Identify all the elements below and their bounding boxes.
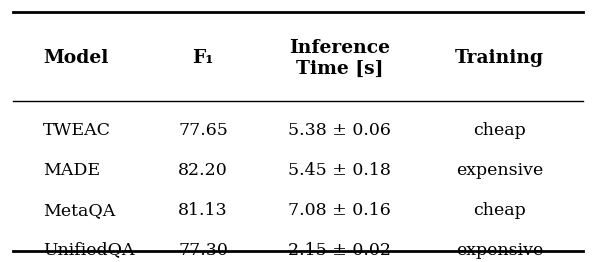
Text: 5.45 ± 0.18: 5.45 ± 0.18 <box>288 162 391 179</box>
Text: 2.15 ± 0.02: 2.15 ± 0.02 <box>288 242 391 259</box>
Text: 77.30: 77.30 <box>178 242 228 259</box>
Text: Model: Model <box>43 49 108 67</box>
Text: MetaQA: MetaQA <box>43 202 115 219</box>
Text: 82.20: 82.20 <box>178 162 228 179</box>
Text: expensive: expensive <box>456 162 544 179</box>
Text: 81.13: 81.13 <box>178 202 228 219</box>
Text: cheap: cheap <box>473 202 526 219</box>
Text: expensive: expensive <box>456 242 544 259</box>
Text: MADE: MADE <box>43 162 100 179</box>
Text: 77.65: 77.65 <box>178 122 228 139</box>
Text: UnifiedQA: UnifiedQA <box>43 242 135 259</box>
Text: 5.38 ± 0.06: 5.38 ± 0.06 <box>288 122 391 139</box>
Text: TWEAC: TWEAC <box>43 122 111 139</box>
Text: Training: Training <box>455 49 544 67</box>
Text: 7.08 ± 0.16: 7.08 ± 0.16 <box>288 202 391 219</box>
Text: cheap: cheap <box>473 122 526 139</box>
Text: Inference
Time [s]: Inference Time [s] <box>289 39 390 78</box>
Text: F₁: F₁ <box>193 49 214 67</box>
